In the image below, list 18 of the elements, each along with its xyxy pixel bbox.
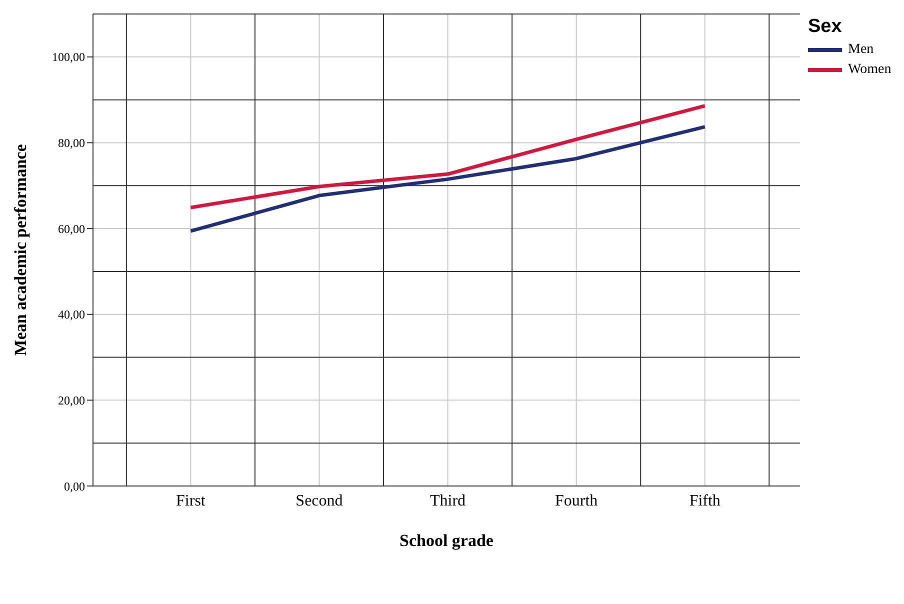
y-tick-label: 40,00 [58, 308, 85, 322]
x-tick-label: Second [296, 492, 343, 510]
y-tick-label: 60,00 [58, 222, 85, 236]
x-tick-label: Fifth [689, 492, 720, 510]
x-tick-label: Third [430, 492, 466, 510]
line-series [188, 104, 707, 210]
x-tick-label: Fourth [554, 492, 598, 510]
legend-label: Women [848, 62, 892, 78]
y-tick-label: 80,00 [58, 136, 85, 150]
y-tick-label: 20,00 [58, 393, 85, 408]
y-tick-label: 100,00 [52, 50, 85, 64]
legend-label: Men [848, 42, 874, 58]
y-tick-label: 0,00 [64, 479, 85, 494]
x-axis-title: School grade [400, 531, 494, 550]
legend-title: Sex [808, 16, 843, 38]
x-tick-label: First [176, 492, 206, 510]
line-series [188, 125, 707, 233]
y-axis-title: Mean academic performance [11, 144, 30, 356]
